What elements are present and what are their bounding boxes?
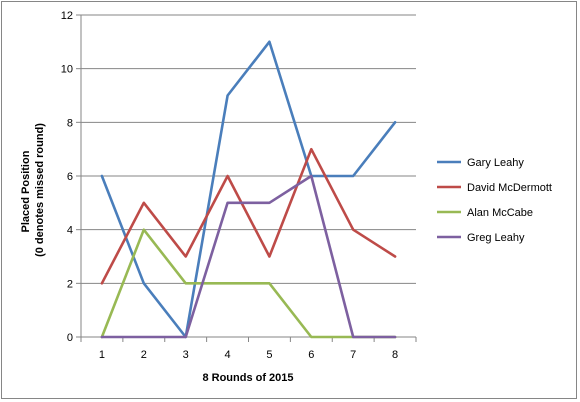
x-tick-labels: 1 2 3 4 5 6 7 8 xyxy=(99,349,398,361)
y-tick-label: 12 xyxy=(61,10,73,22)
x-tick-label: 5 xyxy=(266,349,272,361)
y-tick-label: 0 xyxy=(67,332,73,344)
x-tick-label: 1 xyxy=(99,349,105,361)
series-lines xyxy=(100,40,397,339)
y-tick-label: 10 xyxy=(61,64,73,76)
y-tick-label: 4 xyxy=(67,225,73,237)
x-tick-label: 8 xyxy=(392,349,398,361)
x-tick-label: 6 xyxy=(308,349,314,361)
y-tick-label: 2 xyxy=(67,278,73,290)
y-tick-label: 6 xyxy=(67,171,73,183)
legend-label-gary-leahy: Gary Leahy xyxy=(467,157,524,169)
series-line-david-mcdermott xyxy=(100,147,397,285)
x-tick-label: 4 xyxy=(225,349,231,361)
x-axis-title: 8 Rounds of 2015 xyxy=(202,372,293,384)
y-axis-title-line-1: Placed Position xyxy=(20,150,32,232)
y-tick-labels: 0 2 4 6 8 10 12 xyxy=(61,10,73,344)
x-tick-label: 3 xyxy=(183,349,189,361)
legend-label-david-mcdermott: David McDermott xyxy=(467,182,552,194)
legend-label-greg-leahy: Greg Leahy xyxy=(467,232,525,244)
series-line-alan-mccabe xyxy=(100,228,397,339)
y-axis-title: Placed Position (0 denotes missed round) xyxy=(20,123,46,257)
y-axis-title-line-2: (0 denotes missed round) xyxy=(34,123,46,257)
series-line-greg-leahy xyxy=(100,174,397,339)
y-tick-label: 8 xyxy=(67,117,73,129)
legend-label-alan-mccabe: Alan McCabe xyxy=(467,207,533,219)
gridlines xyxy=(81,14,416,284)
axes xyxy=(76,14,417,342)
x-tick-label: 7 xyxy=(350,349,356,361)
x-tick-label: 2 xyxy=(141,349,147,361)
legend: Gary Leahy David McDermott Alan McCabe Greg… xyxy=(437,157,552,244)
series-line-gary-leahy xyxy=(100,40,397,339)
